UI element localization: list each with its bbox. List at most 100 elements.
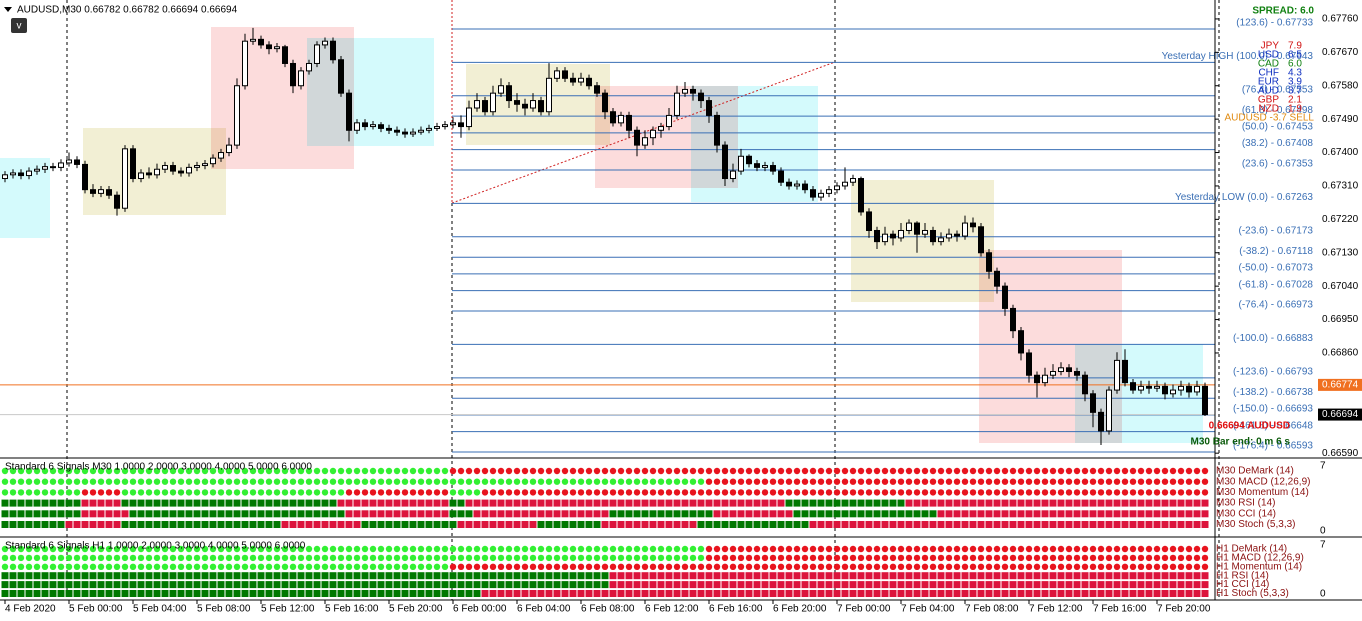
signal-dot <box>9 563 17 570</box>
signal-dot <box>273 467 281 475</box>
candle-body <box>730 170 736 180</box>
signal-dot <box>1009 489 1017 496</box>
signal-block <box>25 590 33 597</box>
signal-block <box>1065 590 1073 597</box>
signal-dot <box>41 563 49 570</box>
signal-dot <box>217 489 225 496</box>
signal-block <box>673 590 681 597</box>
x-tick-label: 5 Feb 00:00 <box>69 604 123 615</box>
signal-dot <box>617 545 625 553</box>
signal-dot <box>665 563 673 570</box>
signal-block <box>321 521 329 528</box>
signal-block <box>489 581 497 589</box>
signal-block <box>625 521 633 528</box>
signal-block <box>193 581 201 589</box>
signal-block <box>1137 590 1145 597</box>
signal-block <box>993 510 1001 518</box>
signal-dot <box>553 545 561 553</box>
signal-dot <box>49 545 57 553</box>
menu-arrow <box>4 7 12 12</box>
signal-block <box>25 572 33 580</box>
signal-block <box>233 581 241 589</box>
candle-body <box>538 100 544 113</box>
signal-dot <box>553 478 561 485</box>
signal-block <box>121 572 129 580</box>
signal-dot <box>865 563 873 570</box>
signal-dot <box>49 467 57 475</box>
signal-block <box>705 521 713 528</box>
signal-block <box>313 581 321 589</box>
collapse-button-label[interactable]: v <box>17 21 22 32</box>
signal-block <box>785 510 793 518</box>
signal-dot <box>833 489 841 496</box>
signal-block <box>377 590 385 597</box>
signal-dot <box>977 467 985 475</box>
signal-dot <box>753 554 761 562</box>
signal-block <box>337 581 345 589</box>
signal-block <box>793 499 801 507</box>
signal-block <box>369 499 377 507</box>
signal-dot <box>353 563 361 570</box>
signal-block <box>1017 510 1025 518</box>
panel-y-tick-label: 0 <box>1320 526 1326 537</box>
signal-block <box>273 581 281 589</box>
signal-dot <box>33 478 41 485</box>
signal-dot <box>825 489 833 496</box>
signal-dot <box>801 563 809 570</box>
signal-dot <box>593 563 601 570</box>
signal-dot <box>537 467 545 475</box>
collapse-button[interactable] <box>11 18 27 33</box>
signal-dot <box>473 478 481 485</box>
signal-dot <box>889 478 897 485</box>
signal-block <box>1177 572 1185 580</box>
signal-block <box>1097 499 1105 507</box>
candle-body <box>170 165 176 172</box>
signal-block <box>177 521 185 528</box>
signal-dot <box>481 489 489 496</box>
signal-block <box>937 510 945 518</box>
signal-block <box>1129 590 1137 597</box>
signal-block <box>257 581 265 589</box>
signal-block <box>169 499 177 507</box>
signal-dot <box>265 563 273 570</box>
candle-body <box>1042 374 1048 384</box>
signal-dot <box>1113 467 1121 475</box>
signal-block <box>81 581 89 589</box>
signal-dot <box>809 467 817 475</box>
signal-dot <box>209 554 217 562</box>
candle-body <box>578 77 584 83</box>
signal-dot <box>433 554 441 562</box>
signal-block <box>521 499 529 507</box>
signal-block <box>961 521 969 528</box>
signal-block <box>401 521 409 528</box>
candle-body <box>42 166 48 170</box>
signal-block <box>457 581 465 589</box>
signal-block <box>1049 521 1057 528</box>
signal-dot <box>257 478 265 485</box>
signal-block <box>513 499 521 507</box>
candle-body <box>1026 352 1032 376</box>
signal-dot <box>913 563 921 570</box>
signal-dot <box>905 478 913 485</box>
signal-block <box>929 590 937 597</box>
signal-dot <box>1089 478 1097 485</box>
signal-row-label: H1 Momentum (14) <box>1216 561 1302 572</box>
signal-dot <box>433 489 441 496</box>
signal-dot <box>353 554 361 562</box>
signal-block <box>1001 510 1009 518</box>
signal-block <box>969 590 977 597</box>
signal-block <box>1 572 9 580</box>
signal-block <box>649 581 657 589</box>
signal-block <box>561 510 569 518</box>
session-boxes <box>0 27 1203 443</box>
signal-block <box>1089 499 1097 507</box>
signal-block <box>313 572 321 580</box>
signal-dot <box>897 467 905 475</box>
signal-block <box>713 590 721 597</box>
signal-dot <box>665 545 673 553</box>
signal-block <box>633 581 641 589</box>
signal-dot <box>489 478 497 485</box>
signal-dot <box>57 489 65 496</box>
signal-dot <box>697 554 705 562</box>
signal-block <box>273 521 281 528</box>
